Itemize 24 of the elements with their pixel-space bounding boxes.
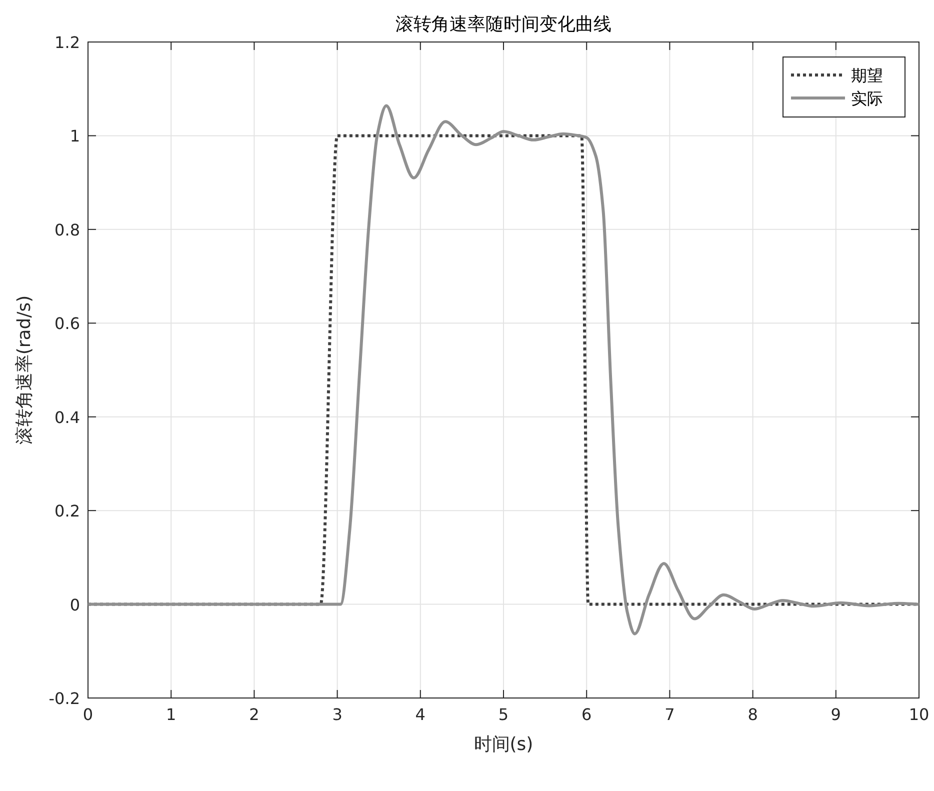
- x-tick-label: 9: [830, 705, 841, 724]
- x-tick-label: 1: [166, 705, 176, 724]
- x-tick-label: 0: [82, 705, 94, 724]
- x-tick-label: 5: [498, 705, 509, 724]
- x-tick-label: 3: [332, 705, 342, 724]
- y-tick-label: 1.2: [54, 33, 80, 52]
- chart-title: 滚转角速率随时间变化曲线: [396, 14, 612, 35]
- x-tick-label: 8: [748, 705, 758, 724]
- x-tick-label: 6: [582, 705, 592, 724]
- y-tick-label: -0.2: [48, 689, 80, 708]
- legend-label: 实际: [851, 89, 883, 108]
- y-tick-label: 0.4: [54, 408, 80, 427]
- y-tick-label: 0: [70, 595, 80, 614]
- y-axis-title: 滚转角速率(rad/s): [14, 295, 35, 445]
- x-tick-label: 2: [249, 705, 260, 724]
- x-tick-label: 7: [664, 705, 675, 724]
- x-axis-title: 时间(s): [474, 734, 534, 755]
- y-tick-label: 0.2: [54, 502, 80, 521]
- legend-label: 期望: [851, 66, 883, 85]
- y-tick-label: 1: [70, 126, 80, 146]
- y-tick-label: 0.8: [54, 220, 80, 240]
- x-tick-label: 10: [908, 705, 930, 724]
- x-tick-label: 4: [415, 705, 426, 724]
- y-tick-label: 0.6: [54, 314, 80, 334]
